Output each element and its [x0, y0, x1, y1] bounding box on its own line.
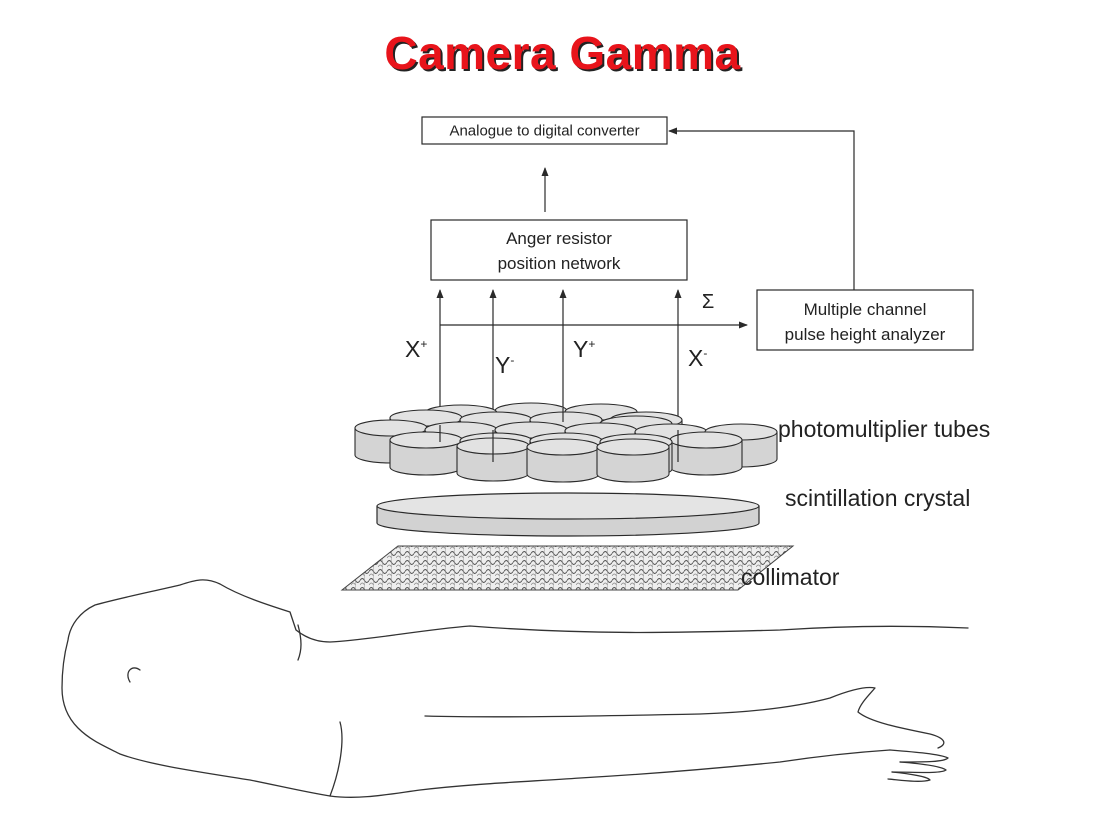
y-plus-label: Y+ [573, 336, 595, 362]
pha-label-line2: pulse height analyzer [785, 325, 946, 344]
crystal-label: scintillation crystal [785, 485, 970, 511]
pmt-tube [526, 438, 600, 483]
collimator-label: collimator [741, 564, 840, 590]
collimator [340, 545, 795, 591]
adc-label: Analogue to digital converter [449, 123, 639, 140]
pha-to-adc-arrow [668, 127, 855, 290]
scintillation-crystal [376, 492, 760, 537]
sigma-label: Σ [702, 291, 714, 313]
x-minus-label: X- [688, 345, 707, 371]
photomultiplier-tubes [354, 402, 778, 483]
slide-title: Camera Gamma [384, 27, 741, 79]
anger-network-box: Anger resistor position network [430, 219, 688, 281]
anger-label-line2: position network [498, 254, 621, 273]
pmt-label: photomultiplier tubes [778, 416, 990, 442]
pha-label-line1: Multiple channel [804, 300, 927, 319]
pmt-tube [389, 431, 463, 476]
pmt-tube [596, 438, 670, 483]
patient-outline [61, 579, 969, 798]
pha-box: Multiple channel pulse height analyzer [756, 289, 974, 351]
pmt-tube [669, 431, 743, 476]
x-plus-label: X+ [405, 336, 427, 362]
adc-box: Analogue to digital converter [421, 116, 668, 145]
anger-label-line1: Anger resistor [506, 229, 612, 248]
y-minus-label: Y- [495, 352, 514, 378]
